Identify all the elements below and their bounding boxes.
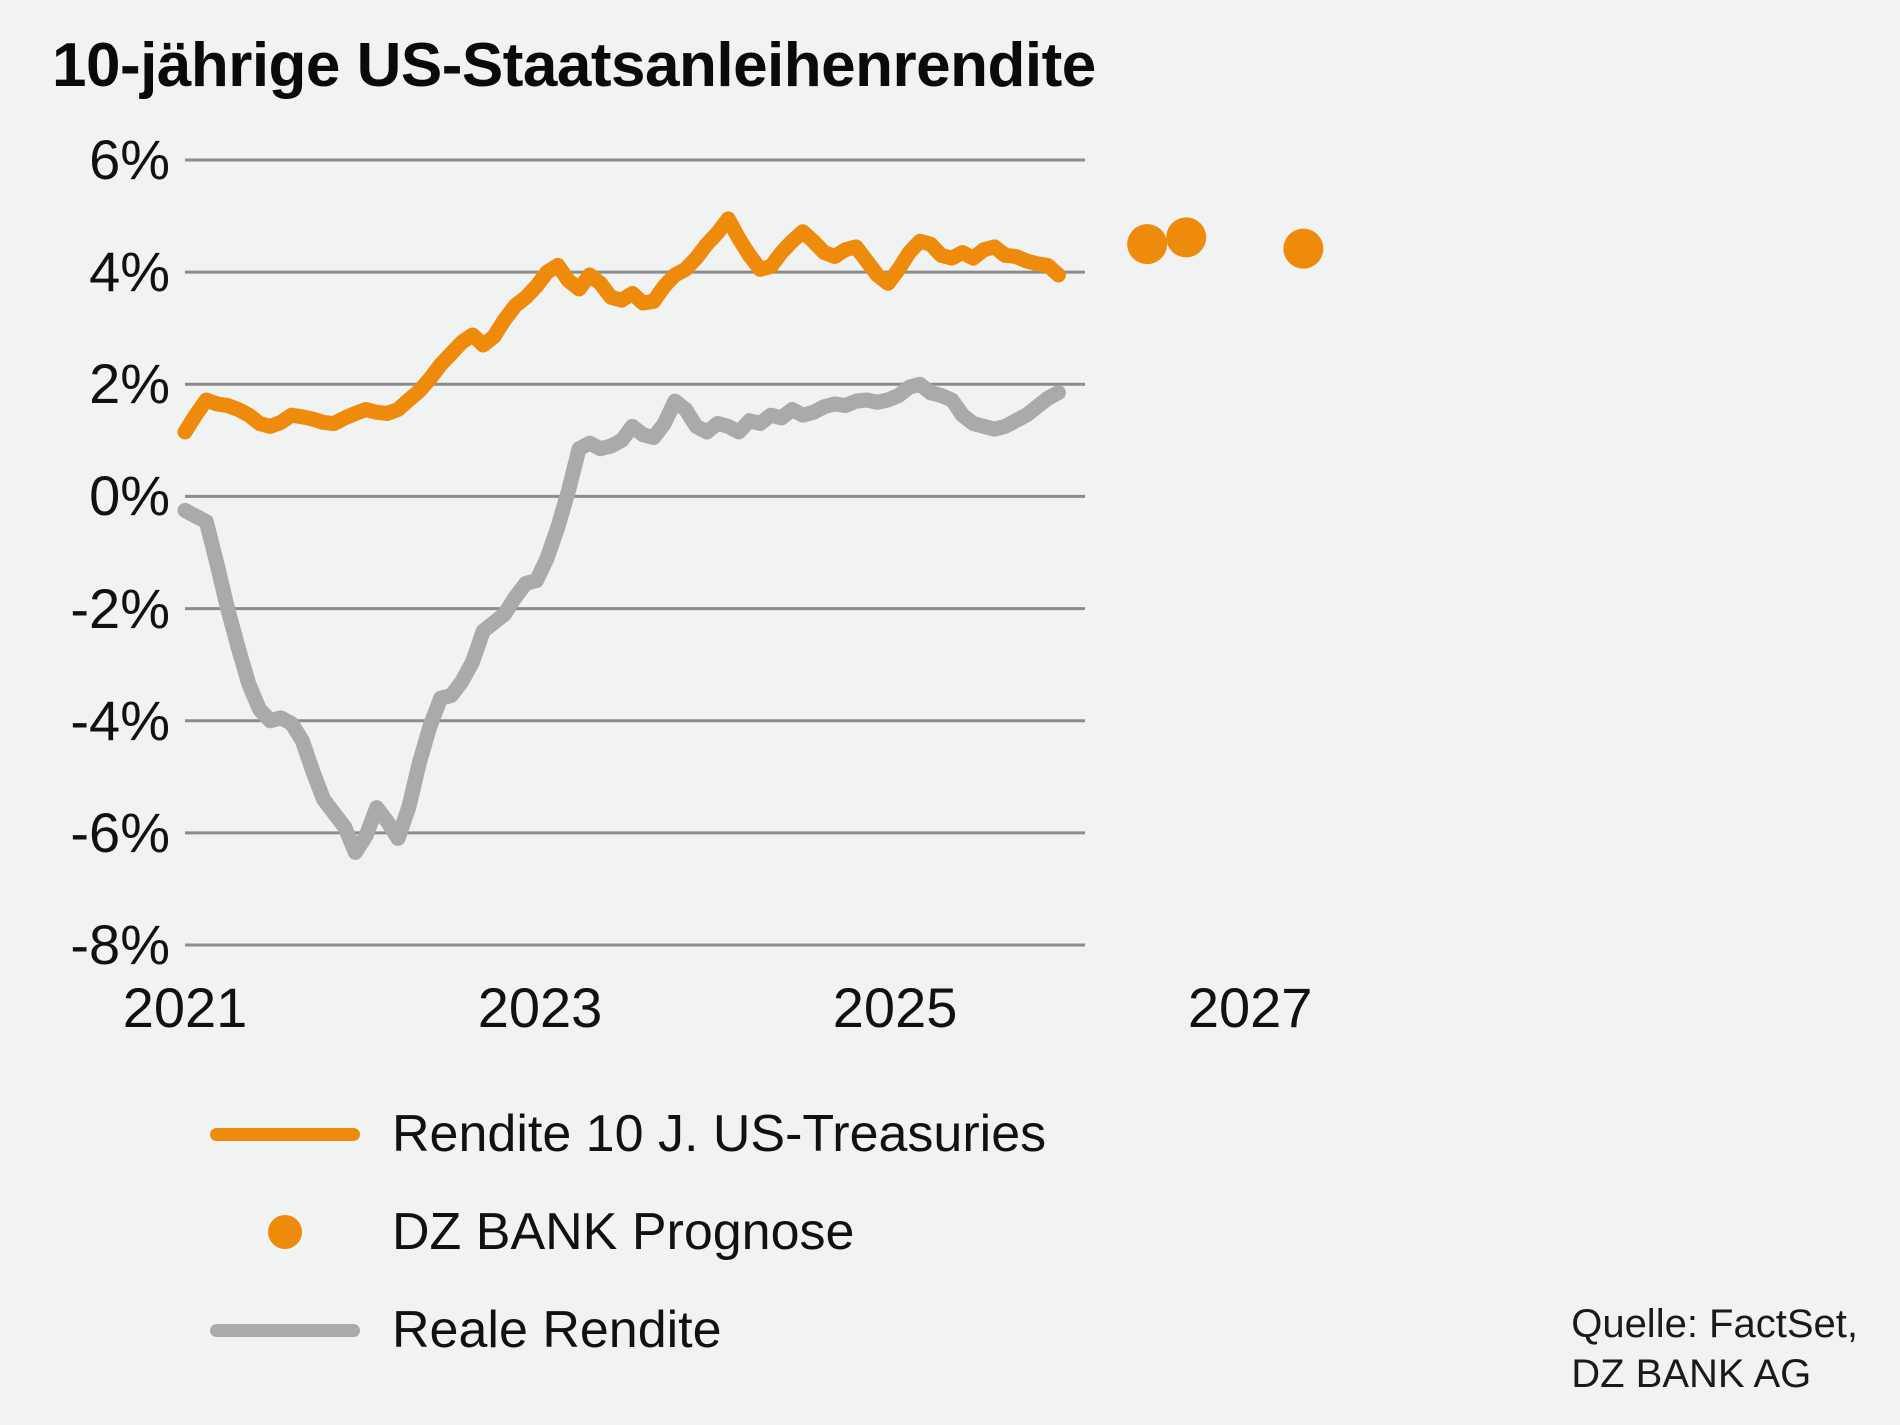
source-note: Quelle: FactSet, DZ BANK AG — [1571, 1299, 1858, 1399]
legend-line-icon — [210, 1127, 360, 1141]
x-tick-label: 2027 — [1187, 976, 1313, 1039]
x-tick-label: 2025 — [832, 976, 958, 1039]
y-tick-label: 6% — [89, 128, 170, 191]
series-line — [177, 211, 1066, 440]
y-tick-label: 4% — [89, 240, 170, 304]
x-tick-label: 2023 — [477, 976, 603, 1039]
y-tick-label: 0% — [89, 464, 170, 528]
gridlines — [185, 158, 1085, 947]
y-tick-label: -8% — [70, 913, 170, 976]
legend-key-line — [200, 1127, 370, 1141]
y-tick-label: -2% — [70, 576, 170, 640]
forecast-point — [1127, 224, 1168, 265]
legend-line-icon — [210, 1323, 360, 1337]
chart-legend: Rendite 10 J. US-Treasuries DZ BANK Progn… — [200, 1085, 1200, 1379]
legend-label: Reale Rendite — [392, 1301, 722, 1359]
series-line — [177, 376, 1066, 860]
source-line-1: Quelle: FactSet, — [1571, 1302, 1858, 1346]
forecast-point — [1166, 217, 1207, 258]
page-title: 10-jährige US-Staatsanleihenrendite — [52, 31, 1096, 100]
legend-label: Rendite 10 J. US-Treasuries — [392, 1105, 1047, 1163]
legend-key-dot — [200, 1215, 370, 1249]
y-tick-label: -4% — [70, 688, 170, 752]
forecast-point — [1283, 228, 1324, 269]
legend-dot-icon — [268, 1215, 302, 1249]
source-line-2: DZ BANK AG — [1571, 1352, 1812, 1396]
legend-item[interactable]: DZ BANK Prognose — [200, 1183, 1200, 1281]
y-tick-label: 2% — [89, 352, 170, 416]
data-series-layer — [177, 211, 1324, 860]
legend-item[interactable]: Rendite 10 J. US-Treasuries — [200, 1085, 1200, 1183]
legend-item[interactable]: Reale Rendite — [200, 1281, 1200, 1379]
y-tick-label: -6% — [70, 800, 170, 864]
legend-label: DZ BANK Prognose — [392, 1203, 855, 1261]
legend-key-line — [200, 1323, 370, 1337]
x-tick-label: 2021 — [122, 976, 248, 1039]
